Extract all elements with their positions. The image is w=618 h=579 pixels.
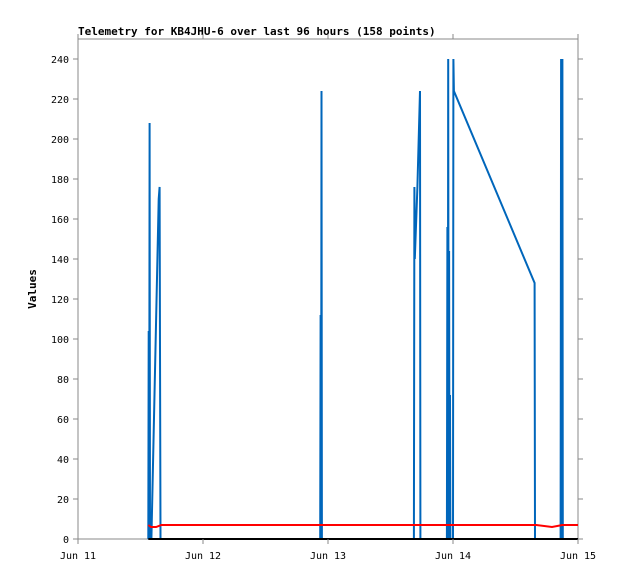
y-tick-label: 60 [57, 415, 69, 426]
x-tick-label: Jun 13 [310, 551, 346, 562]
y-axis-label: Values [26, 269, 39, 309]
x-tick-label: Jun 15 [560, 551, 596, 562]
series-line-1 [147, 58, 564, 540]
y-tick-label: 160 [51, 215, 69, 226]
y-tick-label: 40 [57, 455, 69, 466]
series-layer [147, 58, 578, 540]
y-tick-label: 220 [51, 95, 69, 106]
x-tick-label: Jun 11 [60, 551, 96, 562]
chart-title: Telemetry for KB4JHU-6 over last 96 hour… [78, 25, 436, 38]
y-tick-label: 120 [51, 295, 69, 306]
y-tick-label: 0 [63, 535, 69, 546]
axis-layer: 0 20 40 60 80 100 120 140 160 180 200 220 240 Jun 11 J… [51, 34, 596, 562]
series-line-2 [147, 524, 578, 529]
x-tick-label: Jun 14 [435, 551, 471, 562]
y-tick-label: 180 [51, 175, 69, 186]
y-tick-label: 20 [57, 495, 69, 506]
y-tick-label: 200 [51, 135, 69, 146]
y-tick-label: 140 [51, 255, 69, 266]
y-tick-label: 80 [57, 375, 69, 386]
y-tick-label: 240 [51, 55, 69, 66]
x-tick-label: Jun 12 [185, 551, 221, 562]
y-tick-label: 100 [51, 335, 69, 346]
